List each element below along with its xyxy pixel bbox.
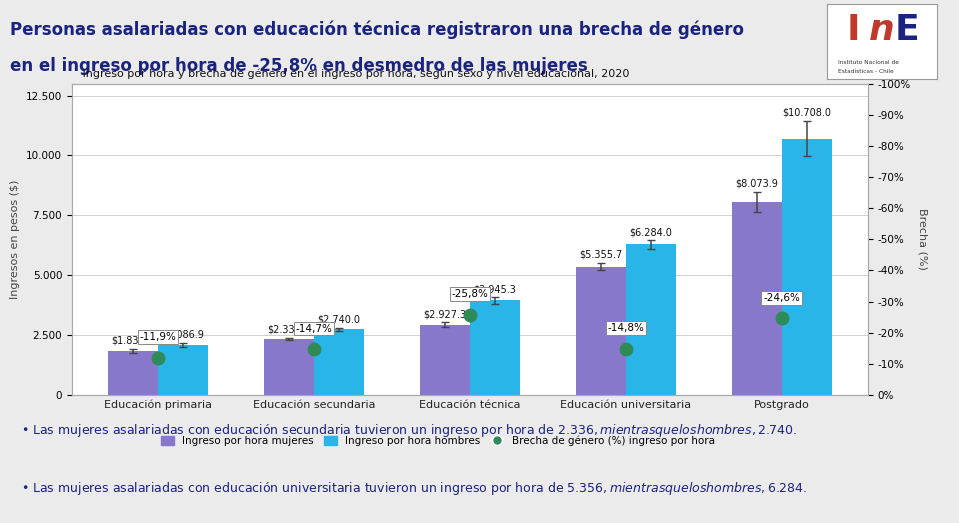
Text: Instituto Nacional de: Instituto Nacional de	[838, 60, 899, 65]
Text: -14,8%: -14,8%	[607, 323, 644, 333]
Text: $2.740.0: $2.740.0	[317, 315, 361, 325]
Text: Personas asalariadas con educación técnica registraron una brecha de género: Personas asalariadas con educación técni…	[10, 20, 743, 39]
Text: $3.945.3: $3.945.3	[474, 284, 516, 294]
Bar	[470, 300, 520, 395]
Text: $2.927.3: $2.927.3	[423, 310, 466, 320]
Legend: Ingreso por hora mujeres, Ingreso por hora hombres, Brecha de género (%) ingreso: Ingreso por hora mujeres, Ingreso por ho…	[157, 431, 719, 450]
Bar	[626, 244, 676, 395]
Bar	[782, 139, 831, 395]
Text: -14,7%: -14,7%	[295, 324, 333, 334]
Text: n: n	[869, 13, 895, 47]
Text: $5.355.7: $5.355.7	[579, 250, 622, 260]
Bar	[420, 325, 470, 395]
Bar	[108, 351, 158, 395]
Bar	[576, 267, 626, 395]
Bar	[158, 345, 208, 395]
Text: $1.838.0: $1.838.0	[111, 336, 154, 346]
Y-axis label: Ingresos en pesos ($): Ingresos en pesos ($)	[11, 179, 20, 299]
Text: -24,6%: -24,6%	[763, 293, 800, 303]
Y-axis label: Brecha (%): Brecha (%)	[918, 208, 927, 270]
Text: Estadísticas - Chile: Estadísticas - Chile	[838, 70, 894, 74]
Text: Ingreso por hora y brecha de género en el ingreso por hora, según sexo y nivel e: Ingreso por hora y brecha de género en e…	[72, 68, 629, 79]
Text: $2.086.9: $2.086.9	[161, 330, 204, 340]
Text: -25,8%: -25,8%	[452, 289, 488, 299]
Text: $10.708.0: $10.708.0	[783, 108, 831, 118]
Text: -11,9%: -11,9%	[140, 332, 176, 342]
Text: • Las mujeres asalariadas con educación secundaria tuvieron un ingreso por hora : • Las mujeres asalariadas con educación …	[21, 422, 797, 439]
Text: $6.284.0: $6.284.0	[629, 228, 672, 237]
Text: • Las mujeres asalariadas con educación universitaria tuvieron un ingreso por ho: • Las mujeres asalariadas con educación …	[21, 480, 807, 497]
Bar	[264, 339, 314, 395]
Text: I: I	[847, 13, 860, 47]
Text: E: E	[895, 13, 920, 47]
Text: $2.335.9: $2.335.9	[268, 325, 311, 335]
Bar	[732, 201, 782, 395]
Text: $8.073.9: $8.073.9	[736, 179, 779, 189]
Bar	[314, 329, 363, 395]
Text: en el ingreso por hora de -25,8% en desmedro de las mujeres: en el ingreso por hora de -25,8% en desm…	[10, 57, 587, 75]
